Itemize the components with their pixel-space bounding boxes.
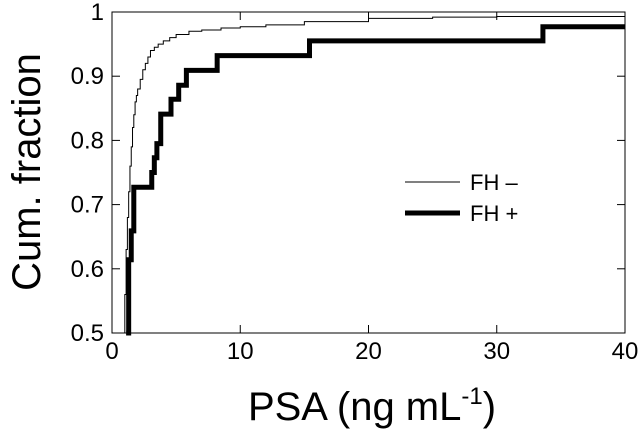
series-line-fh-plus bbox=[126, 24, 625, 336]
y-tick-label: 0.6 bbox=[71, 256, 104, 283]
y-tick-label: 1 bbox=[91, 0, 104, 26]
plot-frame bbox=[111, 11, 626, 334]
x-tick-label: 0 bbox=[105, 338, 118, 365]
tick-labels: 0 10 20 30 40 0.5 0.6 0.7 0.8 0.9 1 bbox=[71, 0, 639, 365]
x-axis-title: PSA (ng mL-1) bbox=[248, 383, 496, 429]
series-layer bbox=[123, 15, 625, 336]
y-tick-label: 0.5 bbox=[71, 320, 104, 347]
series-line-fh-minus bbox=[123, 15, 625, 334]
y-tick-label: 0.9 bbox=[71, 63, 104, 90]
x-axis-title-main: PSA (ng mL bbox=[248, 385, 461, 429]
y-tick-label: 0.7 bbox=[71, 192, 104, 219]
legend: FH – FH + bbox=[405, 170, 518, 226]
x-tick-label: 30 bbox=[483, 338, 510, 365]
x-tick-label: 20 bbox=[355, 338, 382, 365]
x-tick-label: 10 bbox=[227, 338, 254, 365]
x-tick-label: 40 bbox=[612, 338, 639, 365]
axis-ticks bbox=[111, 11, 626, 334]
x-axis-title-close: ) bbox=[483, 385, 496, 429]
x-axis-title-superscript: -1 bbox=[461, 383, 482, 410]
y-tick-label: 0.8 bbox=[71, 127, 104, 154]
y-axis-title: Cum. fraction bbox=[5, 53, 49, 291]
legend-label-fh-plus: FH + bbox=[470, 201, 518, 226]
legend-label-fh-minus: FH – bbox=[470, 170, 518, 195]
